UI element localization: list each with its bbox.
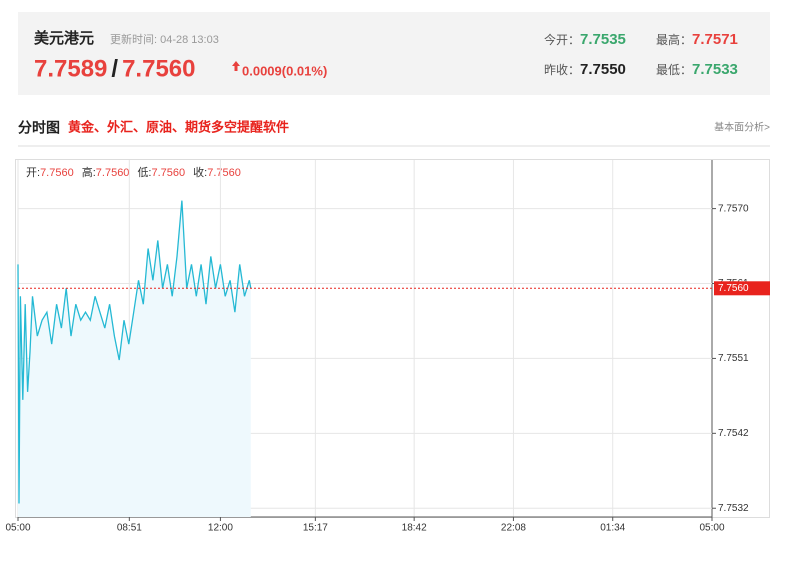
x-tick-label: 01:34: [600, 523, 625, 534]
area: [18, 200, 251, 517]
update-time: 更新时间: 04-28 13:03: [110, 32, 219, 46]
price: 7.7589: [34, 55, 107, 82]
x-tick-label: 08:51: [117, 523, 142, 534]
ohlc-label: 开:: [26, 167, 40, 179]
x-tick-label: 22:08: [501, 523, 526, 534]
ohlc-value: 7.7560: [152, 167, 186, 179]
up-arrow: [232, 61, 240, 71]
ohlc-label: 收:: [193, 165, 207, 179]
x-tick-label: 05:00: [5, 523, 30, 534]
reference-label: 7.7560: [718, 283, 749, 294]
stat-label: 最高：: [656, 32, 692, 47]
stat-value: 7.7533: [692, 61, 738, 78]
section-title: 分时图: [18, 120, 60, 136]
separator: /: [111, 55, 118, 82]
stat-label: 昨收：: [544, 63, 580, 77]
price: 7.7560: [122, 55, 195, 82]
y-tick-label: 7.7542: [718, 428, 749, 439]
ohlc-label: 高:: [82, 165, 96, 179]
reference-label-bg: [714, 281, 770, 296]
ohlc-label: 低:: [137, 166, 151, 179]
stat-value: 7.7550: [580, 61, 626, 78]
ohlc-info: 开: 7.7560 高: 7.7560 低: 7.7560 收: 7.7560: [26, 165, 241, 179]
x-tick-label: 05:00: [699, 523, 724, 534]
y-tick-label: 7.7532: [718, 503, 749, 514]
stat-label: 最低：: [656, 63, 692, 77]
stat-value: 7.7571: [692, 31, 738, 48]
x-tick-label: 18:42: [402, 523, 427, 534]
ohlc-value: 7.7560: [207, 167, 241, 179]
ohlc-value: 7.7560: [40, 167, 74, 179]
stat-label: 今开：: [544, 32, 580, 47]
ohlc-value: 7.7560: [96, 167, 130, 179]
change: 0.0009(0.01%): [242, 63, 327, 78]
x-tick-label: 15:17: [303, 523, 328, 534]
promo-link[interactable]: 黄金、外汇、原油、期货多空提醒软件: [68, 119, 289, 134]
y-tick-label: 7.7570: [718, 203, 749, 214]
y-tick-label: 7.7551: [718, 353, 749, 364]
header-box: [18, 12, 770, 95]
x-tick-label: 12:00: [208, 523, 233, 534]
name: 美元港元: [34, 29, 94, 47]
line: [17, 200, 252, 504]
analysis-link[interactable]: 基本面分析>: [714, 121, 770, 134]
stat-value: 7.7535: [580, 31, 626, 48]
